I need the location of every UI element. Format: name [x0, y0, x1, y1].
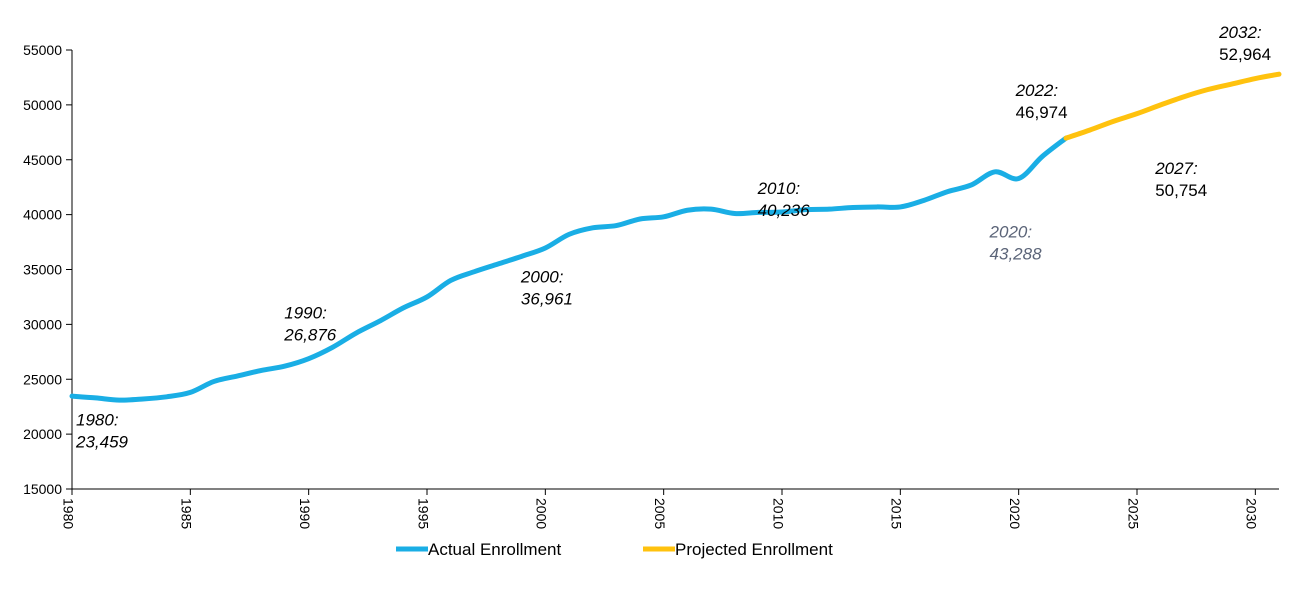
- y-tick-label: 35000: [23, 262, 62, 278]
- annotation-value-label: 50,754: [1155, 181, 1207, 200]
- x-tick-label: 2025: [1125, 498, 1141, 529]
- y-tick-label: 40000: [23, 207, 62, 223]
- x-tick-label: 2010: [770, 498, 786, 529]
- annotation-value-label: 43,288: [990, 245, 1043, 264]
- annotation-2020: 2020: 43,288: [989, 223, 1043, 264]
- y-tick-label: 15000: [23, 481, 62, 497]
- annotation-value-label: 36,961: [521, 290, 573, 309]
- chart-axes: 15000 20000 25000 30000 35000 40000 45000 50000…: [23, 42, 1279, 529]
- legend-item: Projected Enrollment: [643, 540, 833, 559]
- annotation-2032: 2032: 52,964: [1218, 23, 1271, 64]
- annotation-2022: 2022: 46,974: [1015, 81, 1068, 122]
- actual-enrollment-line: [69, 135, 1069, 403]
- y-tick-label: 45000: [23, 152, 62, 168]
- annotation-year-label: 2020:: [989, 223, 1033, 242]
- y-tick-label: 25000: [23, 371, 62, 387]
- annotation-year-label: 1980:: [76, 410, 119, 429]
- x-tick-label: 2005: [652, 498, 668, 529]
- chart-legend: Actual Enrollment Projected Enrollment: [396, 540, 833, 559]
- y-tick-label: 20000: [23, 426, 62, 442]
- x-tick-label: 2020: [1007, 498, 1023, 529]
- x-tick-label: 1985: [179, 498, 195, 529]
- projected-enrollment-line: [1063, 71, 1282, 141]
- annotation-1980: 1980: 23,459: [75, 410, 129, 451]
- x-tick-label: 1990: [297, 498, 313, 529]
- annotation-2010: 2010: 40,236: [757, 179, 811, 220]
- chart-annotations: 1980: 23,459 1990: 26,876 2000: 36,961 2010: 40…: [75, 23, 1271, 451]
- legend-label: Actual Enrollment: [428, 540, 562, 559]
- x-tick-label: 1995: [415, 498, 431, 529]
- annotation-1990: 1990: 26,876: [283, 303, 337, 344]
- annotation-year-label: 2032:: [1218, 23, 1262, 42]
- annotation-value-label: 40,236: [758, 201, 811, 220]
- annotation-value-label: 52,964: [1219, 45, 1271, 64]
- y-tick-label: 30000: [23, 316, 62, 332]
- annotation-year-label: 2010:: [757, 179, 801, 198]
- annotation-value-label: 26,876: [283, 325, 337, 344]
- annotation-year-label: 2022:: [1015, 81, 1059, 100]
- annotation-year-label: 1990:: [284, 303, 327, 322]
- y-tick-label: 50000: [23, 97, 62, 113]
- legend-item: Actual Enrollment: [396, 540, 562, 559]
- annotation-value-label: 23,459: [75, 432, 129, 451]
- annotation-value-label: 46,974: [1016, 103, 1068, 122]
- chart-series: [69, 71, 1282, 403]
- annotation-year-label: 2027:: [1154, 159, 1198, 178]
- x-tick-label: 1980: [60, 498, 76, 529]
- annotation-year-label: 2000:: [520, 268, 564, 287]
- y-tick-label: 55000: [23, 42, 62, 58]
- annotation-2000: 2000: 36,961: [520, 268, 573, 309]
- legend-label: Projected Enrollment: [675, 540, 833, 559]
- annotation-2027: 2027: 50,754: [1154, 159, 1207, 200]
- x-tick-label: 2000: [534, 498, 550, 529]
- x-tick-label: 2015: [889, 498, 905, 529]
- x-tick-label: 2030: [1244, 498, 1260, 529]
